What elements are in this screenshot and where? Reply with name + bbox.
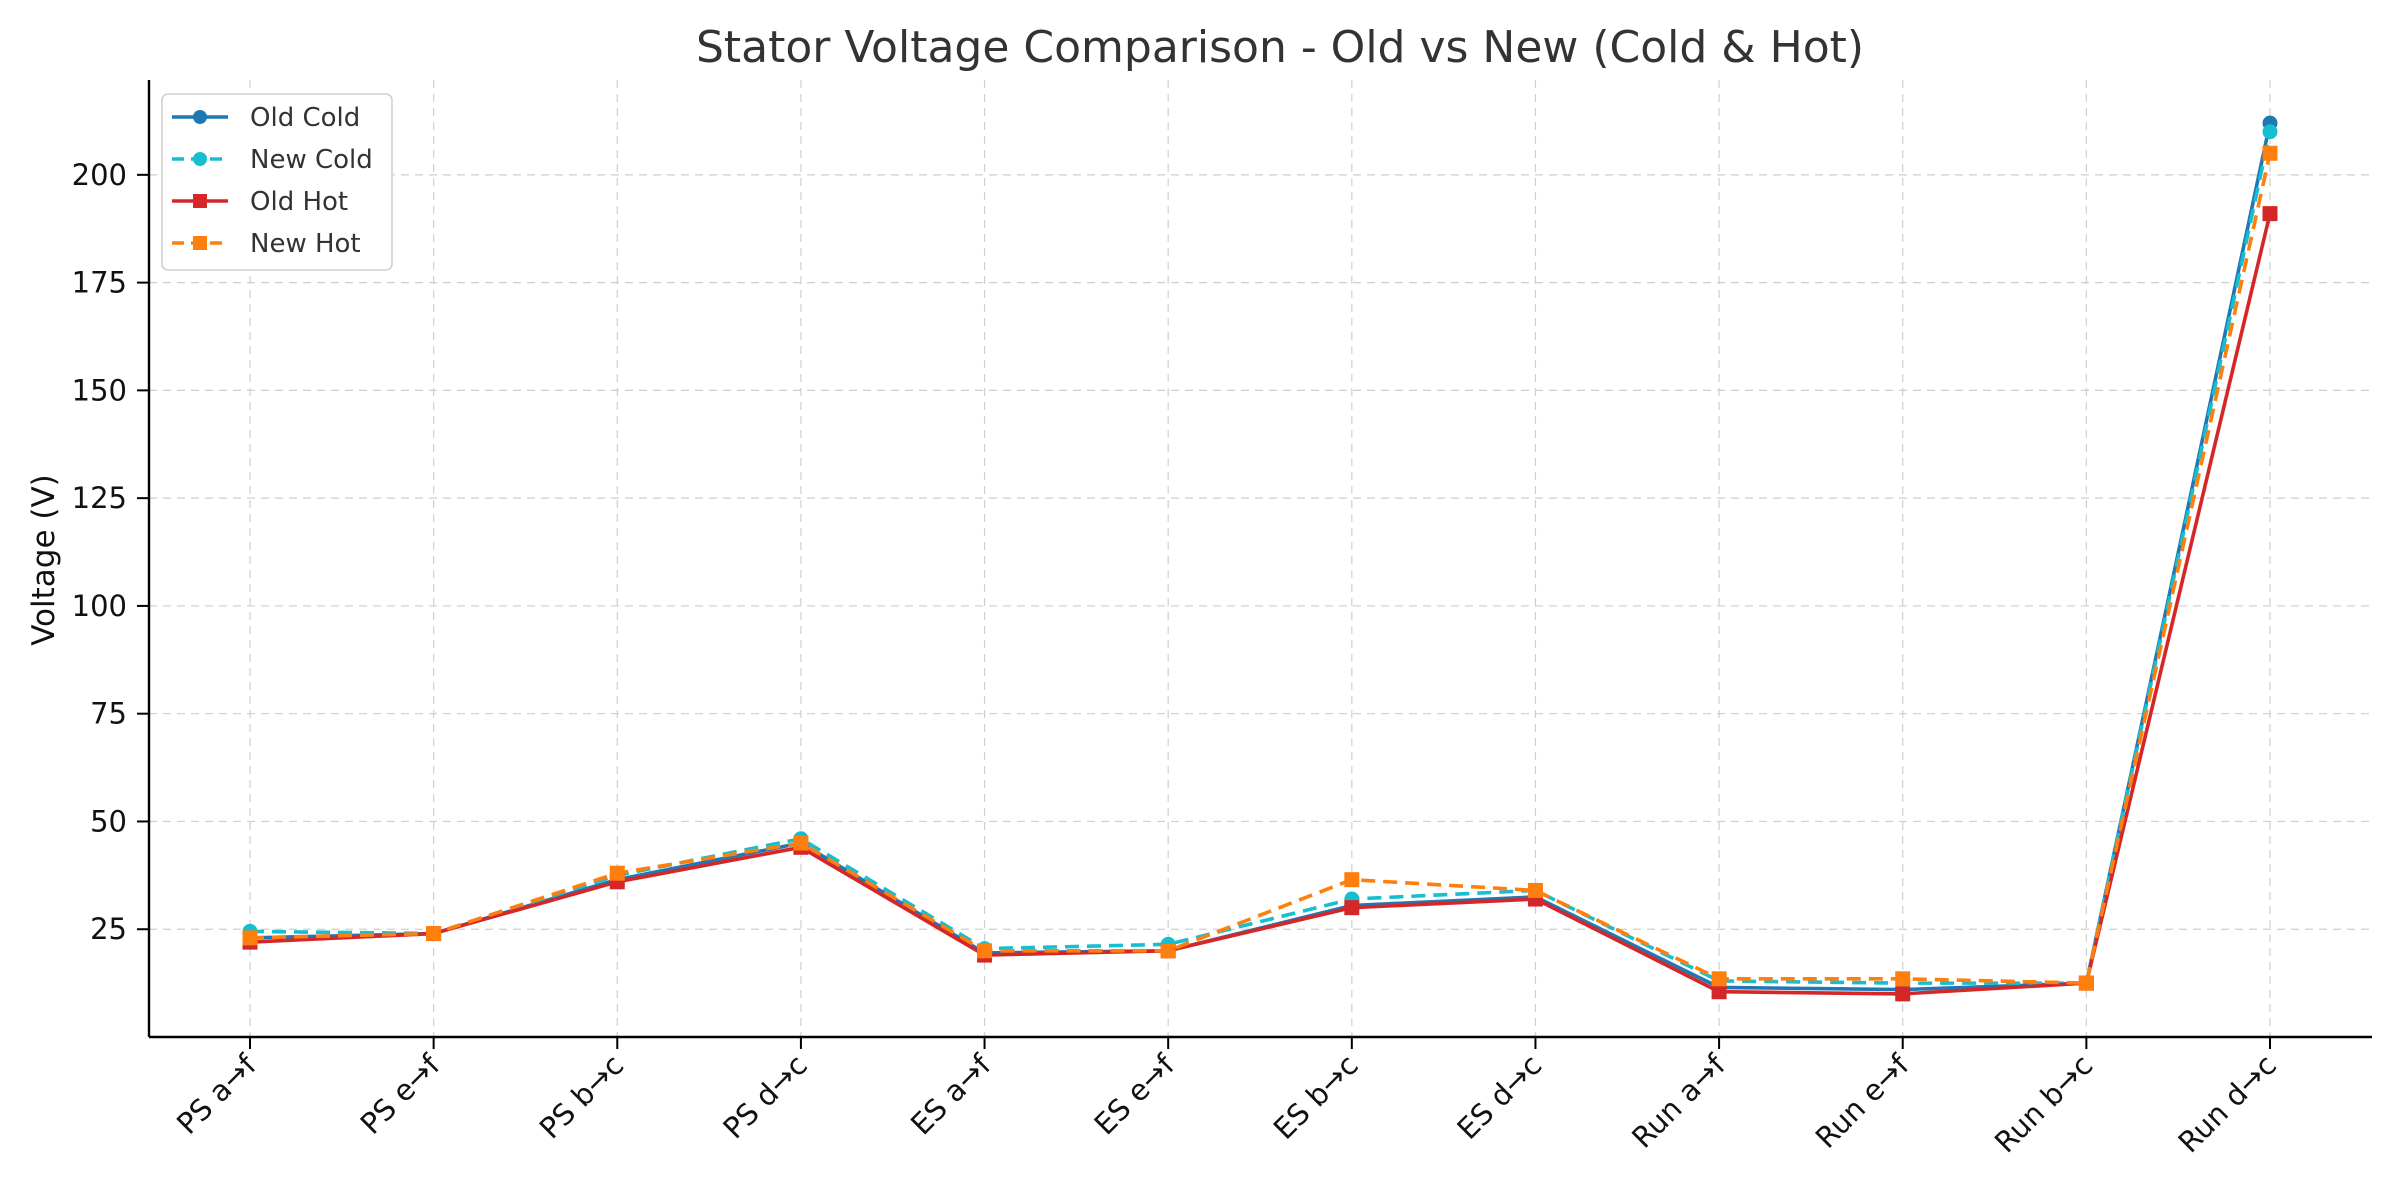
data-point [2262, 145, 2278, 161]
data-point [1344, 900, 1360, 916]
legend-item: New Cold [172, 145, 373, 175]
data-point [1711, 971, 1727, 987]
y-tick-label: 100 [72, 589, 127, 623]
series-line [249, 131, 2272, 985]
y-tick-label: 75 [90, 697, 127, 731]
series-line [249, 213, 2272, 996]
data-point [1160, 943, 1176, 959]
legend-swatch-marker [193, 110, 207, 124]
data-point [1895, 986, 1911, 1002]
data-point [609, 865, 625, 881]
x-tick-label: Run d→c [2172, 1048, 2283, 1159]
y-tick-label: 150 [72, 373, 127, 407]
y-tick-label: 200 [72, 158, 127, 192]
x-tick-label: PS d→c [716, 1048, 813, 1145]
series-layer [242, 115, 2278, 1002]
grid-layer [149, 80, 2372, 1037]
series-line [249, 122, 2272, 992]
series-line [249, 152, 2272, 985]
x-tick-label: ES e→f [1088, 1047, 1182, 1141]
legend-item: Old Hot [172, 187, 348, 217]
y-tick-label: 175 [72, 266, 127, 300]
x-tick-label: ES a→f [904, 1047, 998, 1141]
series-0 [242, 115, 2278, 998]
x-tick-label: Run e→f [1809, 1047, 1916, 1154]
legend-item: Old Cold [172, 103, 360, 133]
y-tick-label: 25 [90, 912, 127, 946]
legend-label: New Hot [250, 229, 361, 259]
x-tick-label: Run b→c [1988, 1048, 2099, 1159]
data-point [2078, 975, 2094, 991]
x-tick-label: Run a→f [1625, 1047, 1732, 1154]
data-point [2262, 124, 2278, 140]
chart-title: Stator Voltage Comparison - Old vs New (… [696, 22, 1864, 73]
x-tick-label: ES d→c [1450, 1048, 1548, 1146]
legend-item: New Hot [172, 229, 361, 259]
data-point [1527, 882, 1543, 898]
legend-label: Old Hot [250, 187, 348, 217]
legend-swatch-marker [193, 236, 207, 250]
x-tick-label: PS b→c [533, 1048, 630, 1145]
legend-box [161, 93, 393, 271]
data-point [977, 943, 993, 959]
legend-swatch-marker [193, 152, 207, 166]
data-point [2262, 206, 2278, 222]
x-tick-label: PS a→f [170, 1047, 263, 1140]
x-tick-label: ES b→c [1267, 1048, 1365, 1146]
y-tick-label: 50 [90, 804, 127, 838]
legend-swatch-marker [193, 194, 207, 208]
data-point [1711, 984, 1727, 1000]
series-1 [242, 124, 2278, 991]
legend-items: Old Cold New Cold Old Hot New Hot [172, 103, 373, 259]
legend-label: Old Cold [250, 103, 360, 133]
data-point [793, 835, 809, 851]
data-point [1895, 971, 1911, 987]
legend-label: New Cold [250, 145, 373, 175]
axes-layer [147, 80, 2372, 1039]
data-point [242, 930, 258, 946]
x-tick-label: PS e→f [354, 1047, 448, 1141]
legend: Old Cold New Cold Old Hot New Hot [161, 93, 393, 271]
data-point [426, 926, 442, 942]
y-axis-title: Voltage (V) [26, 474, 62, 646]
data-point [1344, 872, 1360, 888]
series-2 [242, 206, 2278, 1002]
series-3 [242, 145, 2278, 991]
y-tick-label: 125 [72, 481, 127, 515]
ticks-layer: PS a→f PS e→f PS b→c PS d→c ES a→f ES e→f ES b… [72, 158, 2283, 1159]
